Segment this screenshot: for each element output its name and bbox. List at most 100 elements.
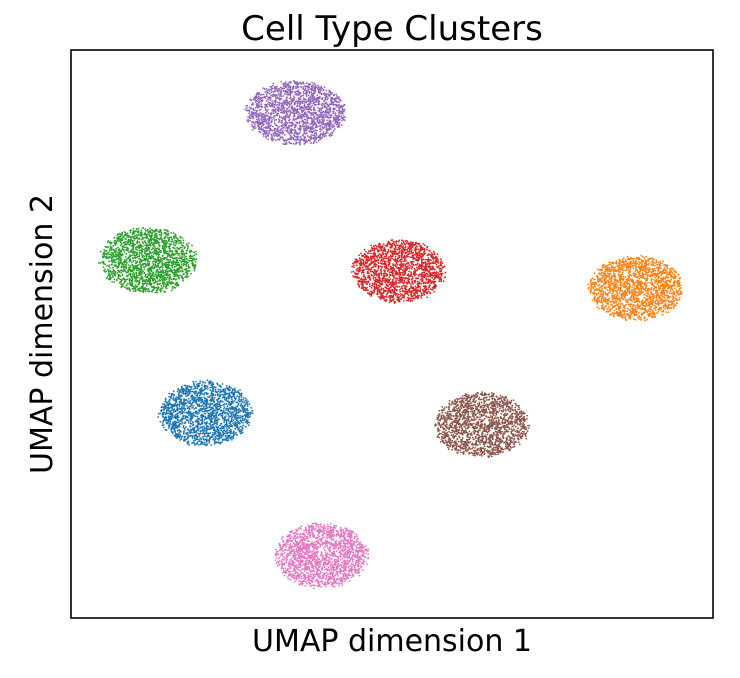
data-point (185, 268, 187, 271)
data-point (311, 104, 314, 107)
data-point (352, 264, 355, 267)
data-point (315, 126, 318, 128)
data-point (191, 255, 194, 258)
data-point (249, 113, 252, 116)
data-point (132, 237, 135, 240)
data-point (427, 257, 430, 259)
data-point (372, 272, 375, 274)
data-point (155, 260, 158, 263)
data-point (150, 283, 153, 286)
data-point (118, 271, 121, 273)
data-point (282, 132, 285, 134)
data-point (377, 268, 380, 270)
data-point (274, 90, 276, 93)
data-point (262, 124, 265, 126)
data-point (277, 129, 279, 132)
data-point (118, 235, 120, 238)
data-point (166, 267, 169, 269)
data-point (392, 298, 395, 301)
data-point (255, 92, 258, 95)
data-point (409, 256, 411, 258)
data-point (147, 247, 150, 250)
data-point (104, 250, 107, 253)
data-point (393, 289, 396, 292)
data-point (338, 118, 341, 121)
data-point (143, 252, 146, 255)
data-point (148, 241, 151, 244)
data-point (258, 113, 261, 115)
data-point (261, 121, 263, 124)
data-point (107, 251, 110, 254)
data-point (384, 272, 386, 275)
data-point (407, 297, 409, 299)
data-point (336, 116, 339, 119)
data-point (177, 264, 180, 267)
data-point (416, 280, 419, 283)
data-point (303, 100, 306, 103)
data-point (309, 123, 311, 126)
data-point (408, 282, 411, 284)
data-point (131, 261, 133, 264)
data-point (261, 96, 264, 99)
data-point (277, 110, 280, 113)
data-point (285, 108, 288, 110)
data-point (337, 119, 340, 122)
data-point (337, 125, 340, 128)
data-point (299, 98, 302, 101)
data-point (171, 260, 174, 262)
data-point (138, 281, 141, 283)
data-point (172, 272, 175, 275)
data-point (330, 114, 333, 116)
data-point (131, 270, 134, 273)
data-point (278, 120, 281, 122)
data-point (167, 233, 170, 235)
data-point (331, 101, 333, 104)
data-point (309, 96, 311, 98)
data-point (413, 244, 416, 246)
data-point (440, 280, 442, 283)
data-point (426, 254, 429, 257)
data-point (300, 120, 303, 123)
data-point (156, 280, 159, 283)
data-point (176, 284, 178, 287)
data-point (301, 107, 304, 109)
data-point (339, 112, 342, 115)
data-point (392, 291, 395, 294)
data-point (114, 273, 116, 276)
data-point (336, 97, 338, 100)
data-point (294, 132, 296, 135)
data-point (273, 109, 276, 112)
data-point (145, 234, 148, 236)
data-point (141, 287, 143, 290)
data-point (297, 114, 300, 116)
data-point (292, 80, 295, 82)
data-point (329, 132, 332, 135)
data-point (435, 284, 438, 287)
data-point (268, 118, 271, 121)
data-point (136, 251, 139, 254)
data-point (132, 260, 135, 262)
data-point (129, 258, 132, 260)
data-point (402, 263, 404, 266)
data-point (171, 264, 174, 266)
data-point (111, 266, 114, 269)
data-point (326, 110, 329, 113)
data-point (321, 104, 323, 107)
data-point (113, 264, 116, 267)
data-point (279, 138, 281, 140)
data-point (273, 138, 275, 140)
data-point (319, 130, 322, 133)
data-point (165, 246, 168, 249)
data-point (144, 262, 147, 265)
data-point (127, 282, 129, 285)
data-point (296, 138, 299, 141)
data-point (297, 97, 300, 99)
data-point (333, 94, 335, 96)
data-point (138, 268, 141, 271)
data-point (297, 111, 299, 114)
data-point (352, 275, 354, 277)
data-point (315, 100, 318, 103)
data-point (147, 279, 150, 282)
data-point (127, 238, 130, 241)
data-point (326, 95, 328, 98)
